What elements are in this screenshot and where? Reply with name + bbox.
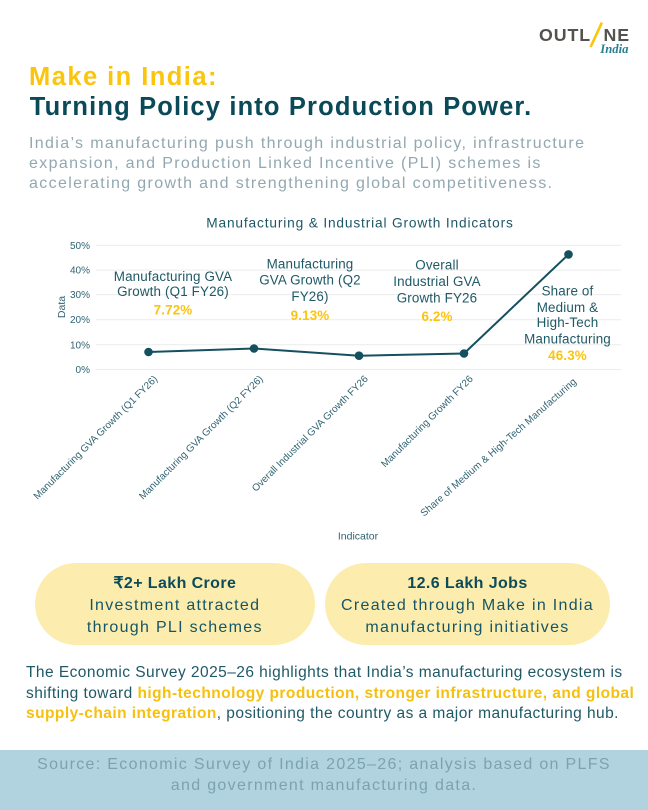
svg-text:Growth (Q1 FY26): Growth (Q1 FY26) [117, 284, 229, 299]
svg-text:46.3%: 46.3% [548, 348, 587, 363]
svg-text:10%: 10% [70, 340, 90, 351]
svg-text:9.13%: 9.13% [291, 308, 330, 323]
svg-text:Medium &: Medium & [537, 300, 598, 315]
svg-text:India: India [599, 42, 629, 56]
svg-text:7.72%: 7.72% [154, 302, 193, 317]
svg-text:Manufacturing: Manufacturing [267, 257, 354, 272]
svg-text:FY26): FY26) [291, 289, 328, 304]
svg-text:Share of: Share of [542, 283, 594, 298]
svg-text:30%: 30% [70, 290, 90, 301]
svg-text:Growth FY26: Growth FY26 [397, 290, 478, 305]
svg-text:Manufacturing GVA Growth (Q2 F: Manufacturing GVA Growth (Q2 FY26) [137, 374, 265, 502]
svg-text:Manufacturing & Industrial Gro: Manufacturing & Industrial Growth Indica… [206, 216, 513, 231]
svg-text:Overall: Overall [415, 257, 458, 272]
svg-text:Manufacturing Growth FY26: Manufacturing Growth FY26 [379, 374, 476, 471]
svg-text:0%: 0% [76, 365, 91, 376]
svg-text:50%: 50% [70, 241, 90, 252]
svg-text:OUTL: OUTL [539, 25, 591, 45]
svg-text:40%: 40% [70, 266, 90, 277]
svg-text:Overall Industrial GVA Growth: Overall Industrial GVA Growth FY26 [250, 374, 371, 495]
svg-text:High-Tech: High-Tech [537, 315, 599, 330]
svg-text:Data: Data [56, 296, 68, 318]
svg-text:NE: NE [603, 25, 630, 45]
svg-text:GVA Growth (Q2: GVA Growth (Q2 [259, 273, 361, 288]
svg-text:Indicator: Indicator [338, 531, 379, 543]
svg-text:Manufacturing GVA: Manufacturing GVA [114, 269, 232, 284]
svg-text:6.2%: 6.2% [421, 309, 452, 324]
svg-text:Manufacturing: Manufacturing [524, 332, 611, 347]
svg-text:Industrial GVA: Industrial GVA [393, 274, 480, 289]
svg-text:20%: 20% [70, 315, 90, 326]
svg-text:Manufacturing GVA Growth (Q1 F: Manufacturing GVA Growth (Q1 FY26) [32, 374, 160, 502]
